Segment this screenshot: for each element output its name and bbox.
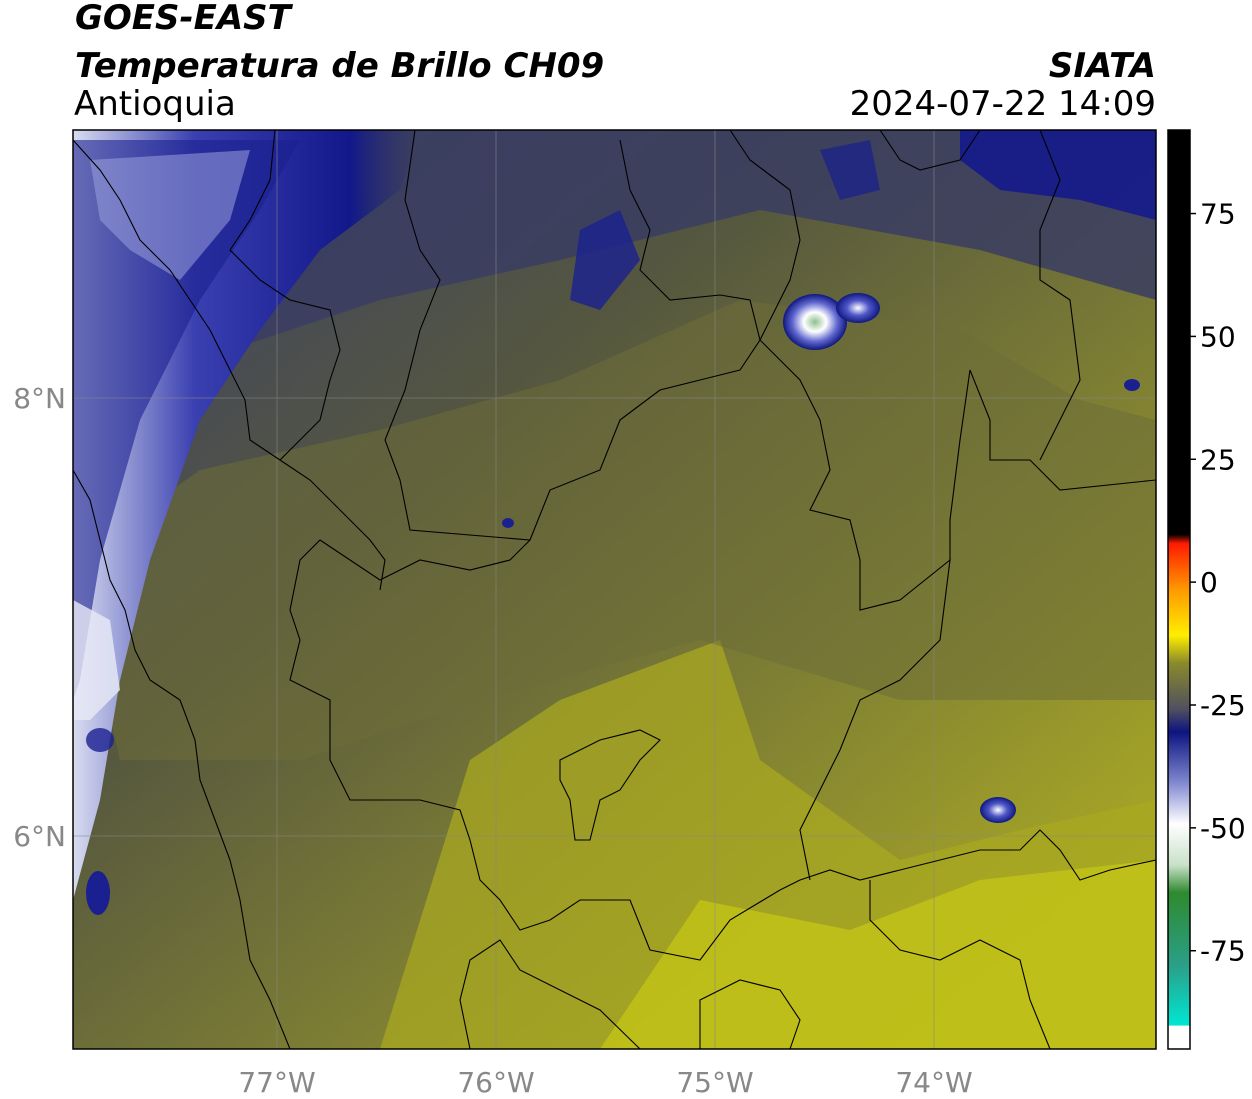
product-title: Temperatura de Brillo CH09 (75, 46, 605, 86)
colorbar-tick-label: -25 (1200, 689, 1246, 722)
colorbar (1167, 129, 1191, 1050)
region-label: Antioquia (74, 84, 236, 124)
lon-label-74w: 74°W (895, 1066, 972, 1099)
colorbar-tick-label: 50 (1200, 320, 1236, 353)
lon-label-75w: 75°W (676, 1066, 753, 1099)
satellite-title: GOES-EAST (75, 0, 291, 38)
colorbar-tick-label: -75 (1200, 935, 1246, 968)
colorbar-tick-label: -50 (1200, 812, 1246, 845)
colorbar-ticks: 75 50 25 0 -25 -50 -75 (1190, 198, 1246, 968)
colorbar-tick-label: 0 (1200, 566, 1218, 599)
lat-label-6n: 6°N (13, 820, 66, 853)
lat-label-8n: 8°N (13, 382, 66, 415)
colorbar-tick-label: 75 (1200, 198, 1236, 231)
lon-label-76w: 76°W (457, 1066, 534, 1099)
gridlines (73, 130, 1156, 1049)
map-frame (72, 129, 1157, 1050)
lon-label-77w: 77°W (238, 1066, 315, 1099)
colorbar-tick-label: 25 (1200, 443, 1236, 476)
boundaries (73, 130, 1156, 1049)
datetime-label: 2024-07-22 14:09 (849, 84, 1156, 124)
agency-label: SIATA (1048, 46, 1156, 86)
